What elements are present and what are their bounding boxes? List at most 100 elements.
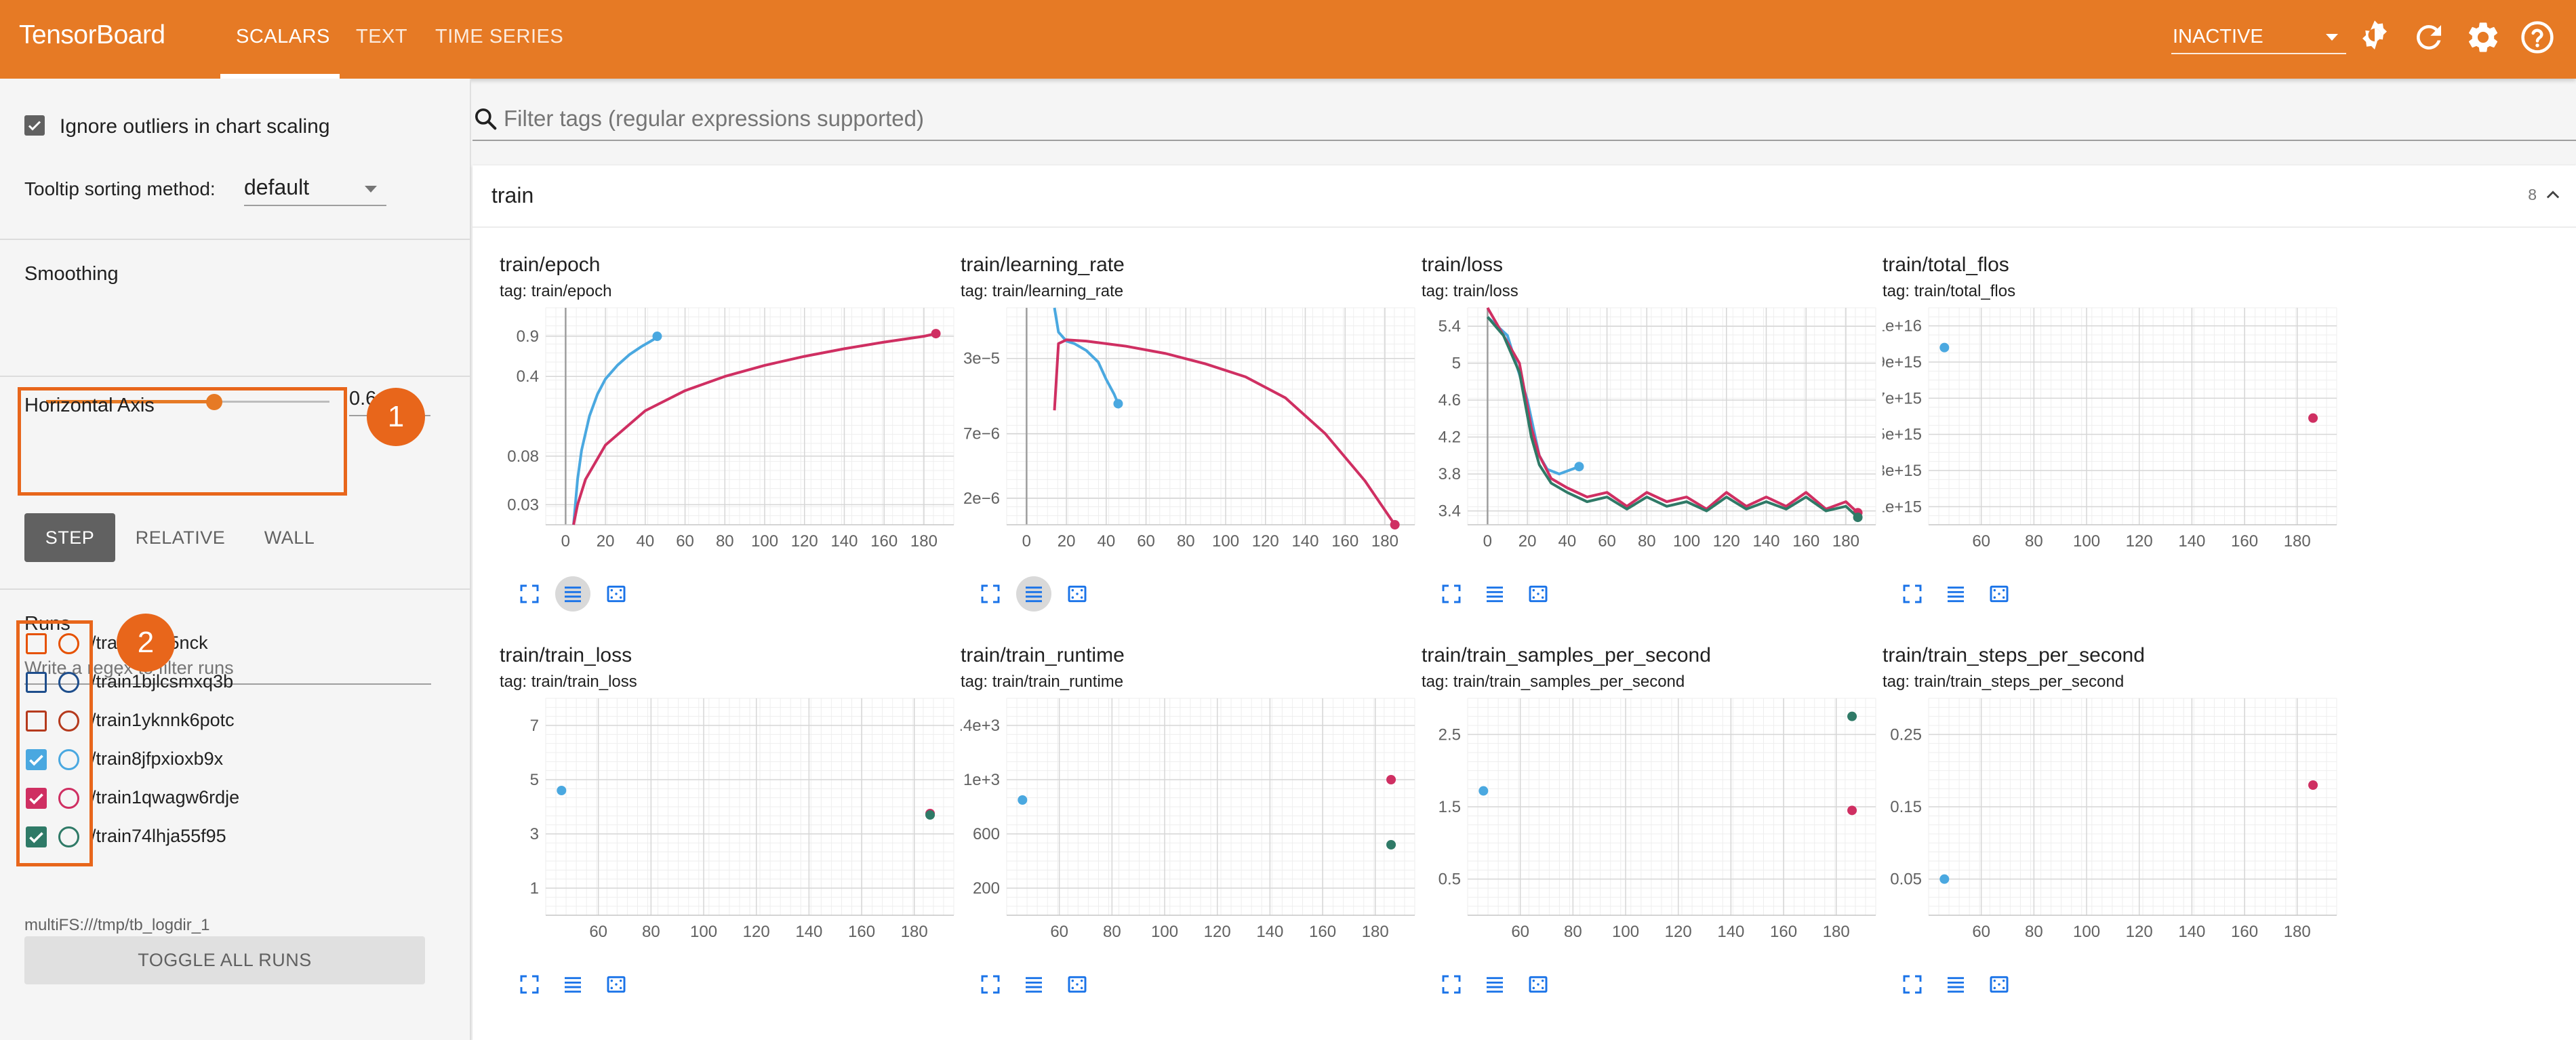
y-tick-label: 0.25 (1890, 725, 1922, 744)
run-checkbox[interactable] (26, 633, 47, 654)
run-checkbox[interactable] (26, 826, 47, 847)
reload-selector[interactable]: INACTIVE (2171, 19, 2346, 54)
app-logo[interactable]: TensorBoard (19, 20, 165, 49)
x-tick-label: 20 (1518, 532, 1537, 551)
scalar-card: train/train_loss tag: train/train_loss 60 8… (500, 644, 961, 1035)
chart-plot[interactable]: 60 80 100 120 140 160 180 1.4e+3 1e+3 600 200 (961, 690, 1422, 948)
checkmark-icon (29, 832, 43, 843)
annotation-marker-2: 2 (117, 614, 175, 672)
gear-icon[interactable] (2465, 19, 2501, 56)
run-checkbox[interactable] (26, 749, 47, 770)
fit-domain-button[interactable] (1981, 576, 2017, 612)
fit-domain-button[interactable] (1060, 967, 1095, 1002)
run-color-swatch[interactable] (58, 672, 79, 693)
toggle-log-scale-button[interactable] (555, 967, 590, 1002)
axis-step-button[interactable]: STEP (24, 513, 115, 562)
help-icon[interactable] (2519, 19, 2556, 56)
chart-plot[interactable]: 60 80 100 120 140 160 180 2.5 1.5 0.5 (1422, 690, 1883, 948)
series-end-point (1390, 520, 1400, 529)
fullscreen-icon (1903, 584, 1922, 603)
fit-domain-button[interactable] (1521, 576, 1556, 612)
fullscreen-button[interactable] (1434, 967, 1469, 1002)
fullscreen-button[interactable] (1895, 967, 1930, 1002)
fullscreen-button[interactable] (512, 967, 547, 1002)
run-color-swatch[interactable] (58, 633, 79, 654)
toggle-log-scale-button[interactable] (1938, 967, 1973, 1002)
x-tick-label: 40 (1558, 532, 1576, 551)
toggle-log-scale-button[interactable] (1016, 576, 1051, 612)
chevron-up-icon[interactable] (2543, 186, 2562, 205)
fit-domain-button[interactable] (1060, 576, 1095, 612)
tooltip-sorting-dropdown[interactable]: default (244, 172, 386, 206)
axis-relative-button[interactable]: RELATIVE (135, 527, 226, 548)
axis-wall-button[interactable]: WALL (264, 527, 315, 548)
run-color-swatch[interactable] (58, 826, 79, 847)
tab-text[interactable]: TEXT (356, 26, 408, 47)
tag-filter-input[interactable]: Filter tags (regular expressions support… (472, 102, 2576, 141)
tag-group-count: 8 (2528, 186, 2537, 203)
run-color-swatch[interactable] (58, 788, 79, 809)
annotation-box-1 (18, 387, 347, 496)
toggle-all-runs-button[interactable]: TOGGLE ALL RUNS (24, 936, 425, 984)
chart-plot[interactable]: 60 80 100 120 140 160 180 7 5 3 1 (500, 690, 961, 948)
fit-domain-icon (607, 585, 626, 603)
y-tick-label: 3 (530, 825, 539, 843)
fit-domain-icon (1990, 585, 2009, 603)
tag-filter-placeholder: Filter tags (regular expressions support… (504, 106, 924, 131)
fullscreen-icon (981, 584, 1000, 603)
chart-plot[interactable]: 0 20 40 60 80 100 120 140 160 180 3e−5 7e−6 2e−6 (961, 300, 1422, 557)
x-tick-label: 180 (1362, 923, 1389, 941)
x-tick-label: 160 (1331, 532, 1359, 551)
x-tick-label: 120 (791, 532, 818, 551)
fullscreen-button[interactable] (1434, 576, 1469, 612)
x-tick-label: 60 (1050, 923, 1068, 941)
run-checkbox[interactable] (26, 672, 47, 693)
tab-time-series[interactable]: TIME SERIES (435, 26, 564, 47)
ignore-outliers-checkbox[interactable] (24, 115, 45, 136)
x-tick-label: 60 (676, 532, 694, 551)
toggle-log-scale-button[interactable] (1477, 576, 1512, 612)
x-tick-label: 100 (2073, 923, 2100, 941)
fullscreen-button[interactable] (973, 576, 1008, 612)
y-tick-label: 1.4e+3 (961, 717, 1000, 735)
y-tick-label: 5e+15 (1883, 426, 1922, 444)
x-tick-label: 160 (1792, 532, 1819, 551)
sidebar: Ignore outliers in chart scaling Tooltip… (0, 79, 471, 1040)
fit-domain-button[interactable] (1521, 967, 1556, 1002)
toggle-log-scale-button[interactable] (1016, 967, 1051, 1002)
smoothing-slider-handle[interactable] (206, 394, 222, 410)
x-tick-label: 180 (1823, 923, 1850, 941)
horizontal-axis-label: Horizontal Axis (24, 395, 155, 416)
run-checkbox[interactable] (26, 711, 47, 732)
fit-domain-button[interactable] (1981, 967, 2017, 1002)
x-tick-label: 100 (1212, 532, 1239, 551)
fullscreen-button[interactable] (512, 576, 547, 612)
chart-plot[interactable]: 60 80 100 120 140 160 180 0.25 0.15 0.05 (1883, 690, 2343, 948)
x-tick-label: 160 (2231, 923, 2258, 941)
toggle-log-scale-button[interactable] (555, 576, 590, 612)
run-color-swatch[interactable] (58, 711, 79, 732)
smoothing-label: Smoothing (24, 263, 119, 285)
series-line (572, 332, 937, 525)
chart-plot[interactable]: 0 20 40 60 80 100 120 140 160 180 0.9 0.4 0.08 0.03 (500, 300, 961, 557)
fit-domain-icon (1068, 976, 1087, 993)
toggle-log-scale-button[interactable] (1477, 967, 1512, 1002)
tag-group-header[interactable]: train 8 (472, 165, 2576, 228)
refresh-icon[interactable] (2411, 19, 2447, 56)
fullscreen-button[interactable] (1895, 576, 1930, 612)
chart-plot[interactable]: 60 80 100 120 140 160 180 1.1e+16 9e+15 7e+15 5e+1… (1883, 300, 2343, 557)
chart-toolbar (1434, 967, 1583, 1002)
top-bar: TensorBoard SCALARS TEXT TIME SERIES INA… (0, 0, 2576, 79)
fullscreen-icon (520, 584, 539, 603)
fit-domain-button[interactable] (599, 967, 634, 1002)
x-tick-label: 60 (1137, 532, 1155, 551)
grid (1928, 307, 2337, 525)
chart-plot[interactable]: 0 20 40 60 80 100 120 140 160 180 5.4 5 4.6 4.2 3.8 3.4 (1422, 300, 1883, 557)
toggle-log-scale-button[interactable] (1938, 576, 1973, 612)
run-checkbox[interactable] (26, 788, 47, 809)
brightness-icon[interactable] (2356, 19, 2393, 56)
fullscreen-button[interactable] (973, 967, 1008, 1002)
fit-domain-button[interactable] (599, 576, 634, 612)
run-color-swatch[interactable] (58, 749, 79, 770)
tab-scalars[interactable]: SCALARS (236, 26, 330, 47)
